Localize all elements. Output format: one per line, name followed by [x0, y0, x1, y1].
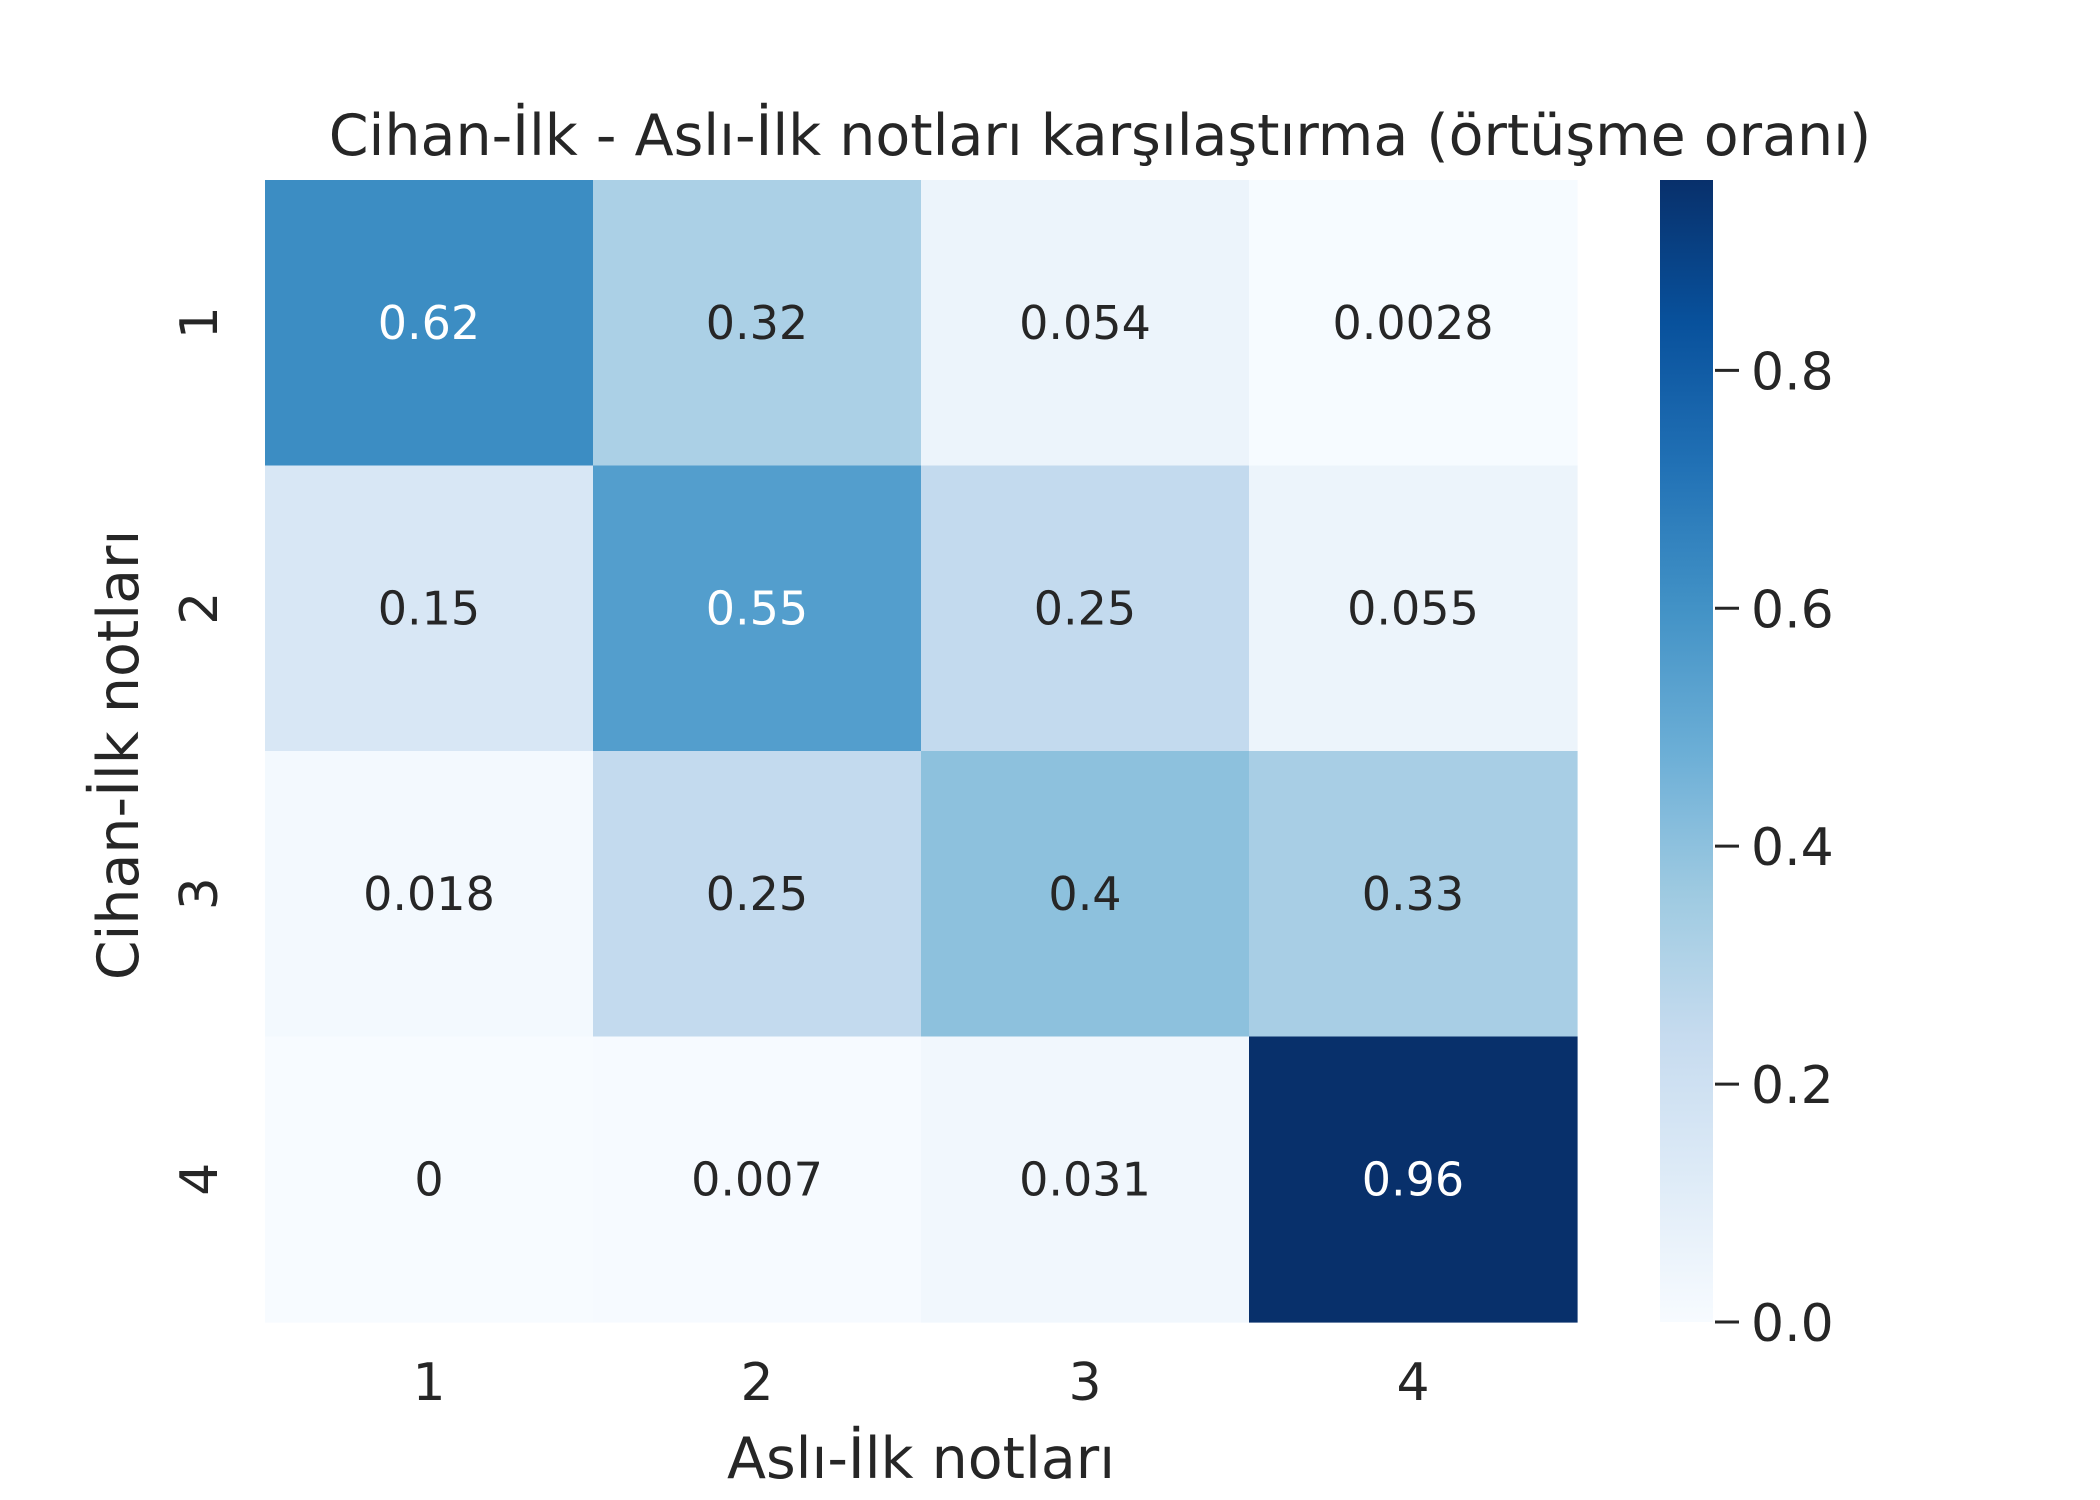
- colorbar-tick-label-0.8: 0.8: [1751, 342, 1834, 402]
- heatmap-cell-r1-c3: [921, 180, 1250, 467]
- y-tick-label-2: 2: [170, 592, 230, 625]
- colorbar-tick-label-0.2: 0.2: [1751, 1056, 1834, 1116]
- cell-value-r2-c1: 0.15: [378, 581, 480, 635]
- cell-value-r1-c2: 0.32: [706, 296, 808, 350]
- colorbar-tick-label-0.0: 0.0: [1751, 1294, 1834, 1354]
- heatmap-cell-labels: 0.62 0.32 0.054 0.0028 0.15 0.55 0.25 0.055 0.01…: [363, 296, 1493, 1207]
- cell-value-r3-c1: 0.018: [363, 867, 495, 921]
- x-tick-label-2: 2: [740, 1353, 773, 1413]
- cell-value-r1-c1: 0.62: [378, 296, 480, 350]
- x-axis-label: Aslı-İlk notları: [727, 1425, 1115, 1492]
- colorbar-tick-label-0.6: 0.6: [1751, 580, 1834, 640]
- colorbar: [1660, 180, 1713, 1322]
- x-axis-ticks: 1 2 3 4: [412, 1353, 1429, 1413]
- heatmap-cell-r2-c3: [921, 465, 1250, 752]
- cell-value-r4-c2: 0.007: [691, 1152, 823, 1206]
- cell-value-r1-c3: 0.054: [1019, 296, 1151, 350]
- heatmap-cell-r1-c2: [593, 180, 922, 467]
- cell-value-r4-c3: 0.031: [1019, 1152, 1151, 1206]
- heatmap-cell-r1-c1: [265, 180, 594, 467]
- x-tick-label-4: 4: [1396, 1353, 1429, 1413]
- y-tick-label-4: 4: [170, 1163, 230, 1196]
- heatmap-cell-r3-c4: [1249, 751, 1578, 1038]
- cell-value-r4-c4: 0.96: [1362, 1152, 1464, 1206]
- heatmap-cell-r2-c2: [593, 465, 922, 752]
- colorbar-ticks: 0.0 0.2 0.4 0.6 0.8: [1715, 342, 1834, 1354]
- y-tick-label-3: 3: [170, 877, 230, 910]
- heatmap-cell-r3-c1: [265, 751, 594, 1038]
- heatmap-cell-r4-c1: [265, 1036, 594, 1323]
- x-tick-label-1: 1: [412, 1353, 445, 1413]
- chart-title: Cihan-İlk - Aslı-İlk notları karşılaştır…: [329, 102, 1871, 169]
- heatmap-cell-r1-c4: [1249, 180, 1578, 467]
- heatmap-cell-r3-c2: [593, 751, 922, 1038]
- colorbar-tick-label-0.4: 0.4: [1751, 818, 1834, 878]
- heatmap-cell-r3-c3: [921, 751, 1250, 1038]
- cell-value-r4-c1: 0: [414, 1152, 443, 1206]
- heatmap-cell-r2-c4: [1249, 465, 1578, 752]
- heatmap-cell-r4-c2: [593, 1036, 922, 1323]
- y-axis-label: Cihan-İlk notları: [85, 530, 152, 981]
- cell-value-r3-c4: 0.33: [1362, 867, 1464, 921]
- cell-value-r2-c3: 0.25: [1034, 581, 1136, 635]
- heatmap-cell-r4-c3: [921, 1036, 1250, 1323]
- cell-value-r3-c3: 0.4: [1048, 867, 1121, 921]
- heatmap-cells: [265, 180, 1578, 1323]
- cell-value-r3-c2: 0.25: [706, 867, 808, 921]
- cell-value-r2-c2: 0.55: [706, 581, 808, 635]
- y-tick-label-1: 1: [170, 306, 230, 339]
- cell-value-r2-c4: 0.055: [1347, 581, 1479, 635]
- heatmap-cell-r2-c1: [265, 465, 594, 752]
- heatmap-cell-r4-c4: [1249, 1036, 1578, 1323]
- cell-value-r1-c4: 0.0028: [1333, 296, 1494, 350]
- y-axis-ticks: 1 2 3 4: [170, 306, 230, 1196]
- x-tick-label-3: 3: [1068, 1353, 1101, 1413]
